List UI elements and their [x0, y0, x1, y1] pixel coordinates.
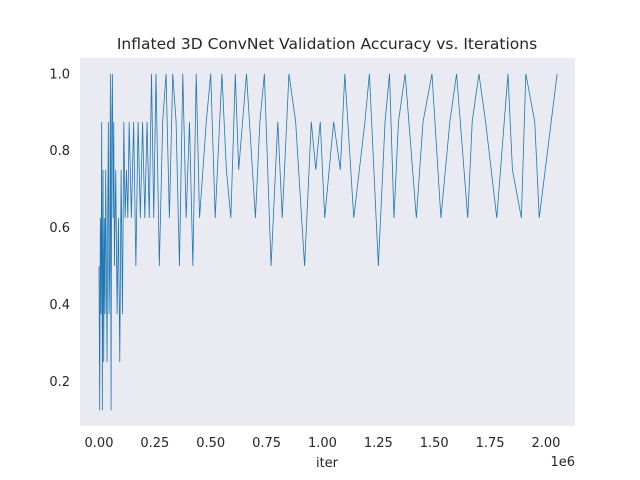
plot-area — [80, 58, 575, 426]
series-layer — [98, 73, 558, 411]
x-tick-label: 1.25 — [364, 436, 393, 451]
x-axis-label: iter — [316, 456, 339, 471]
x-axis-ticks: 0.00 0.25 0.50 0.75 1.00 1.25 1.50 1.75 2.00 — [85, 436, 561, 451]
y-tick-label: 0.6 — [49, 221, 70, 236]
x-tick-label: 0.25 — [140, 436, 169, 451]
x-axis-offset-label: 1e6 — [550, 455, 575, 470]
chart-title: Inflated 3D ConvNet Validation Accuracy … — [117, 35, 537, 53]
y-tick-label: 0.2 — [49, 375, 70, 390]
x-tick-label: 0.00 — [85, 436, 114, 451]
x-tick-label: 0.50 — [196, 436, 225, 451]
x-tick-label: 2.00 — [531, 436, 560, 451]
series-line-0 — [98, 73, 558, 411]
y-tick-label: 0.4 — [49, 298, 70, 313]
x-tick-label: 1.50 — [420, 436, 449, 451]
x-tick-label: 1.75 — [476, 436, 505, 451]
y-tick-label: 1.0 — [49, 67, 70, 82]
x-tick-label: 0.75 — [252, 436, 281, 451]
y-tick-label: 0.8 — [49, 144, 70, 159]
y-axis-ticks: 0.2 0.4 0.6 0.8 1.0 — [49, 67, 70, 390]
x-tick-label: 1.00 — [308, 436, 337, 451]
